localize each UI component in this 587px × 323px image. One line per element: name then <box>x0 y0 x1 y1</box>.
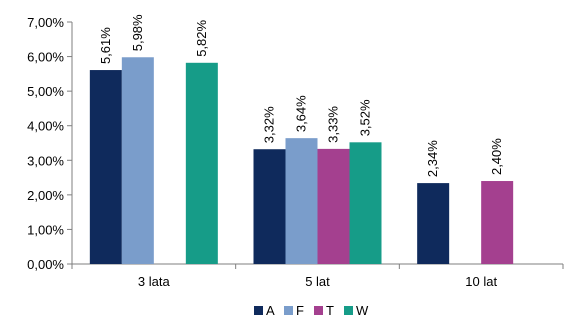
bars <box>89 57 514 265</box>
bar-W-1 <box>349 142 382 264</box>
legend-label: T <box>326 303 334 318</box>
legend-swatch <box>344 306 353 315</box>
data-label: 5,61% <box>98 27 113 64</box>
y-tick-label: 6,00% <box>27 50 64 65</box>
y-tick-label: 5,00% <box>27 84 64 99</box>
data-label: 3,52% <box>358 99 373 136</box>
data-label: 3,33% <box>326 106 341 143</box>
bar-labels: 5,61% 5,98% 5,82% 3,32% 3,64% 3,33% 3,52% 2,34%… <box>98 14 504 177</box>
bar-F-0 <box>121 57 154 265</box>
x-tick-label: 10 lat <box>465 274 497 289</box>
x-axis: 3 lata 5 lat 10 lat <box>71 263 564 289</box>
legend-swatch <box>254 306 263 315</box>
y-axis: 0,00% 1,00% 2,00% 3,00% 4,00% 5,00% 6,00% 7,00% <box>27 15 73 272</box>
data-label: 2,40% <box>489 138 504 175</box>
y-tick-label: 1,00% <box>27 222 64 237</box>
legend-swatch <box>314 306 323 315</box>
legend-label: W <box>356 303 369 318</box>
x-tick-label: 5 lat <box>305 274 330 289</box>
x-tick-label: 3 lata <box>138 274 171 289</box>
data-label: 5,82% <box>194 19 209 56</box>
bar-A-2 <box>417 183 450 264</box>
data-label: 5,98% <box>130 14 145 51</box>
legend-label: A <box>266 303 275 318</box>
data-label: 3,32% <box>262 106 277 143</box>
y-tick-label: 3,00% <box>27 153 64 168</box>
legend-swatch <box>284 306 293 315</box>
data-label: 3,64% <box>294 95 309 132</box>
bar-A-0 <box>89 70 122 264</box>
data-label: 2,34% <box>425 140 440 177</box>
y-tick-label: 7,00% <box>27 15 64 30</box>
bar-T-2 <box>481 181 514 264</box>
legend-label: F <box>296 303 304 318</box>
y-tick-label: 4,00% <box>27 119 64 134</box>
bar-W-0 <box>185 62 218 265</box>
y-tick-label: 2,00% <box>27 188 64 203</box>
bar-A-1 <box>253 149 286 264</box>
bar-T-1 <box>317 148 350 264</box>
bar-F-1 <box>285 138 318 264</box>
y-tick-label: 0,00% <box>27 257 64 272</box>
